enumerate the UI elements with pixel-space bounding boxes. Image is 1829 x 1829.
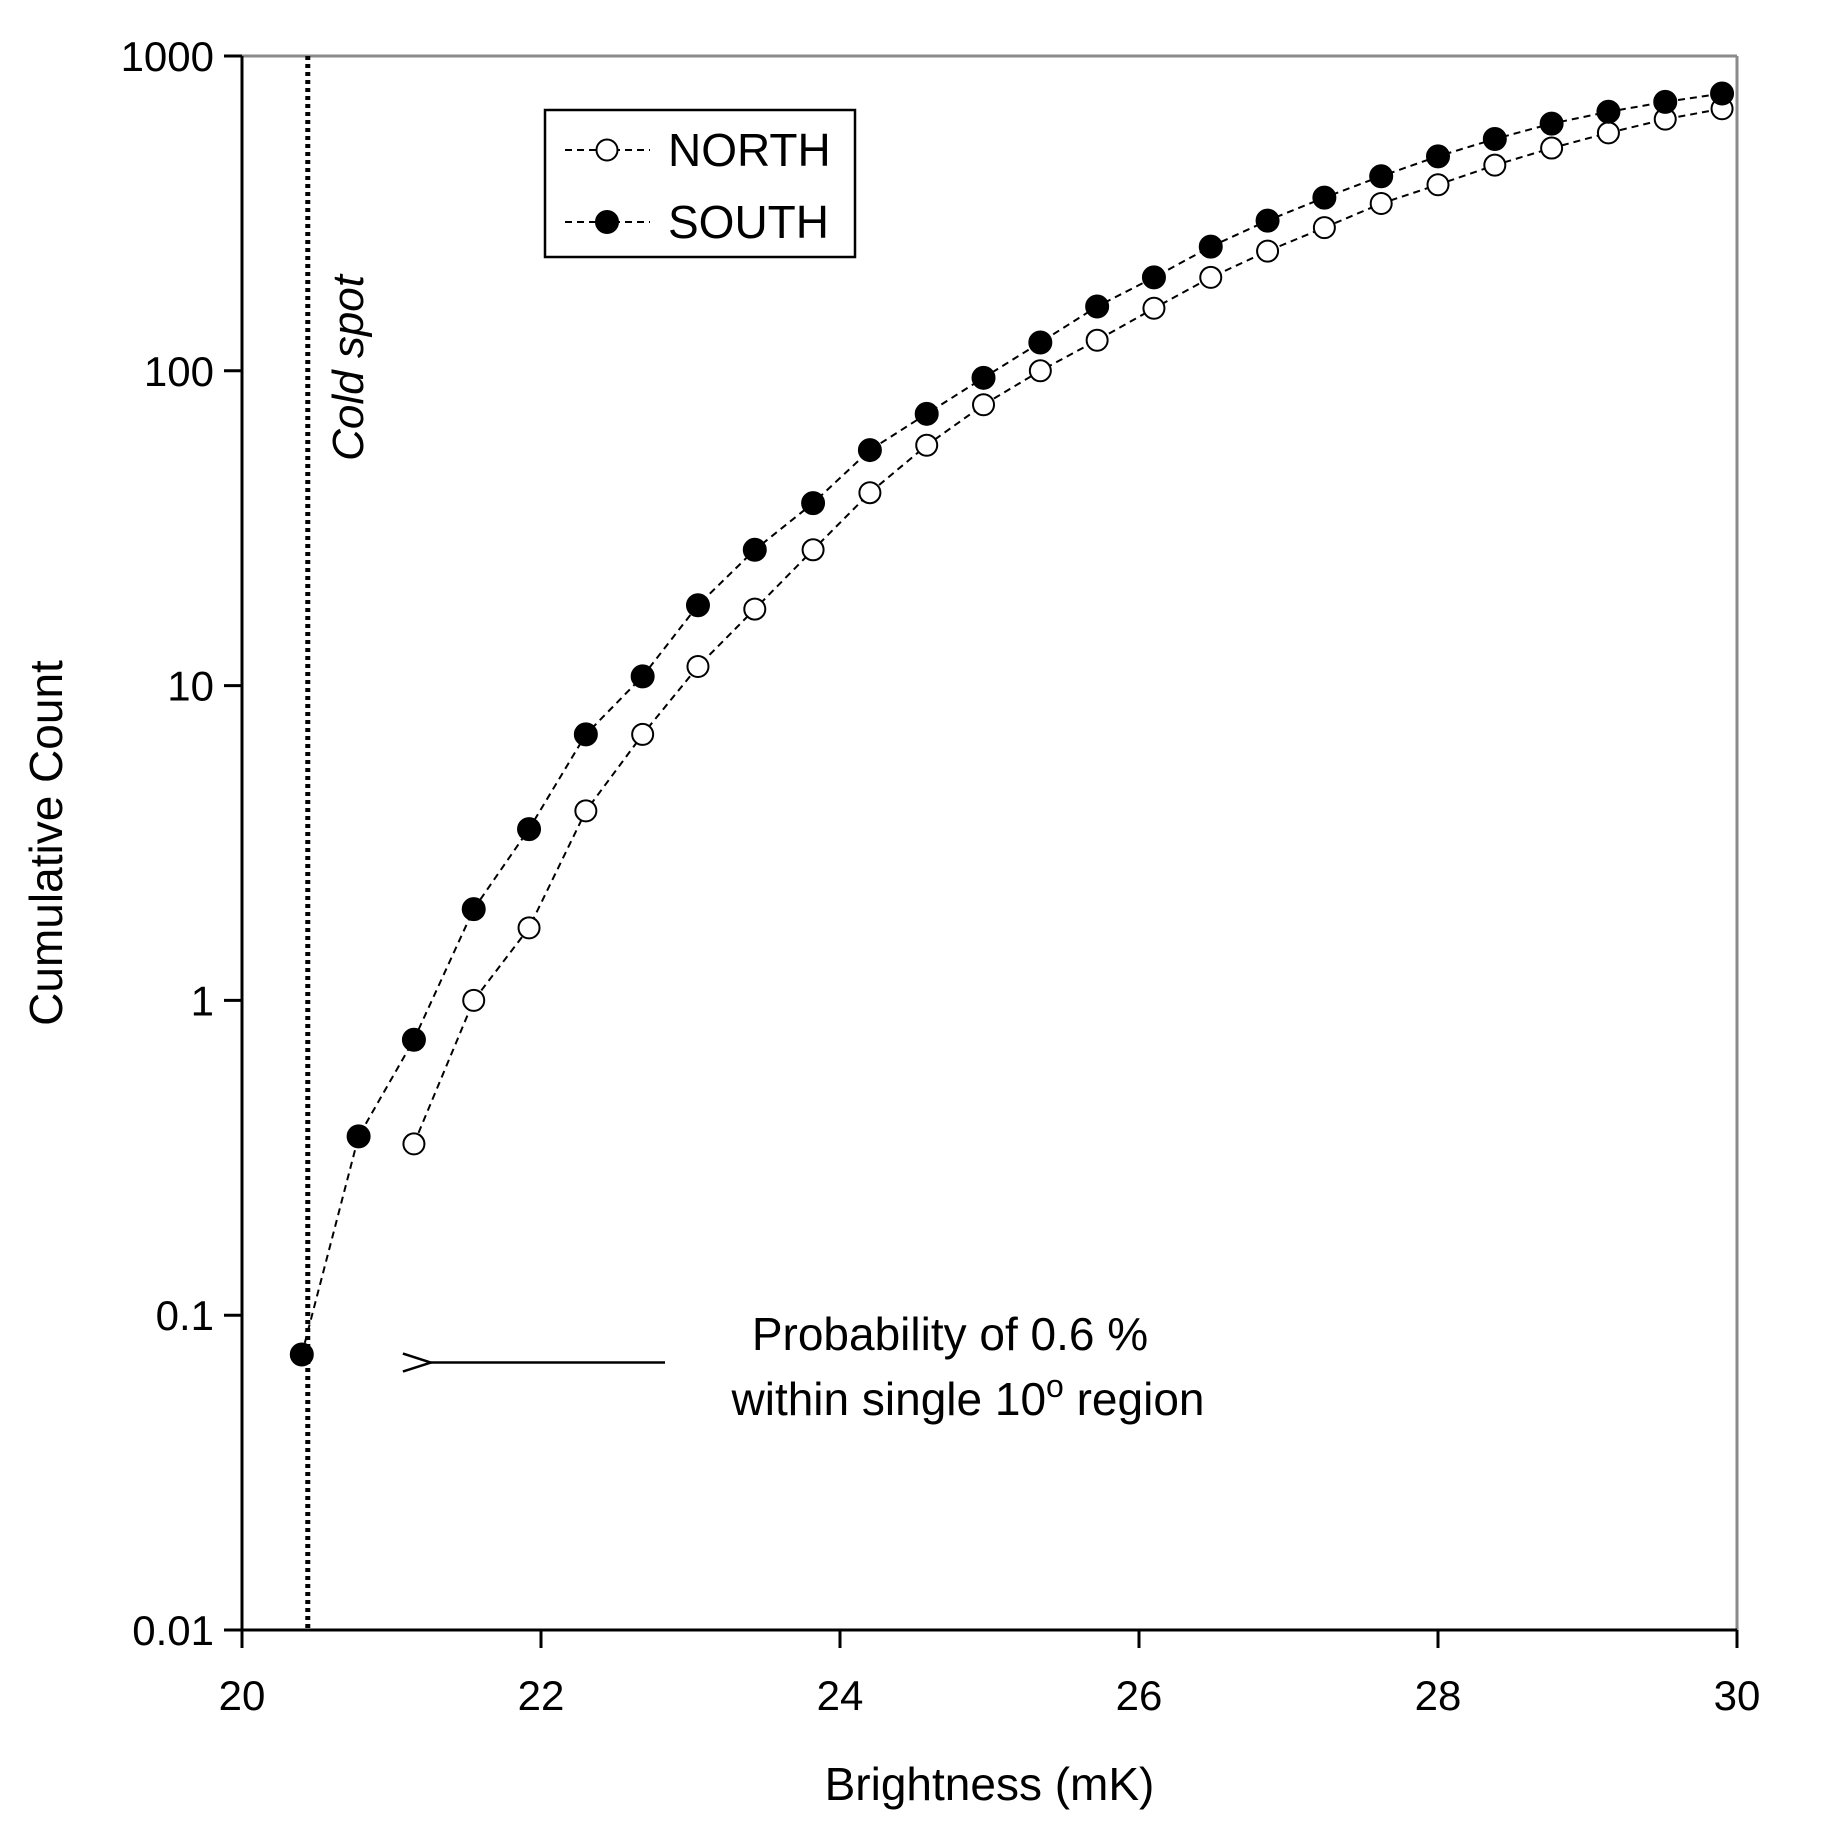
legend-south-marker bbox=[595, 210, 619, 234]
y-tick-label: 0.1 bbox=[156, 1292, 214, 1339]
south-point bbox=[573, 722, 598, 747]
south-series-line bbox=[300, 89, 1738, 1355]
y-tick-label: 1000 bbox=[121, 33, 214, 80]
legend-south-label: SOUTH bbox=[668, 196, 829, 248]
south-point bbox=[517, 817, 542, 842]
north-point bbox=[1483, 153, 1507, 177]
legend-north-label: NORTH bbox=[668, 124, 831, 176]
x-tick-label: 26 bbox=[1116, 1672, 1163, 1719]
legend-north-marker bbox=[595, 138, 619, 162]
y-tick-label: 100 bbox=[144, 348, 214, 395]
legend-box bbox=[543, 108, 857, 259]
north-point bbox=[1426, 173, 1450, 197]
north-point bbox=[1596, 121, 1620, 145]
x-tick-label: 28 bbox=[1415, 1672, 1462, 1719]
annotation-line-1: Probability of 0.6 % bbox=[752, 1308, 1148, 1360]
x-tick-label: 20 bbox=[219, 1672, 266, 1719]
south-point bbox=[914, 401, 939, 426]
y-tick-label: 0.01 bbox=[132, 1607, 214, 1654]
north-point bbox=[1085, 328, 1109, 352]
north-point bbox=[1256, 239, 1280, 263]
y-tick-label: 10 bbox=[167, 663, 214, 710]
south-point bbox=[630, 664, 655, 689]
south-point bbox=[1596, 99, 1621, 124]
south-point bbox=[1539, 111, 1564, 136]
annotation-line-2: within single 10o region bbox=[731, 1368, 1205, 1425]
south-point bbox=[346, 1124, 371, 1149]
south-point bbox=[1426, 144, 1450, 169]
north-point bbox=[1028, 359, 1052, 383]
south-point bbox=[401, 1027, 426, 1052]
annotation: Probability of 0.6 % within single 10o re… bbox=[431, 1308, 1205, 1425]
north-point bbox=[686, 654, 710, 678]
north-point bbox=[1312, 216, 1336, 240]
north-point bbox=[574, 799, 598, 823]
south-point bbox=[1085, 294, 1110, 319]
south-point bbox=[1198, 234, 1223, 259]
south-point bbox=[1255, 208, 1280, 233]
north-point bbox=[1142, 296, 1166, 320]
x-tick-label: 30 bbox=[1714, 1672, 1761, 1719]
south-point bbox=[1312, 185, 1337, 210]
y-tick-label: 1 bbox=[191, 977, 214, 1024]
x-tick-label: 22 bbox=[518, 1672, 565, 1719]
north-point bbox=[1199, 265, 1223, 289]
south-point bbox=[857, 438, 882, 463]
south-point bbox=[289, 1342, 314, 1367]
north-point bbox=[972, 393, 996, 417]
south-point bbox=[1369, 164, 1394, 189]
north-point bbox=[858, 481, 882, 505]
south-point bbox=[1482, 126, 1507, 151]
north-series-line bbox=[412, 103, 1738, 1145]
north-point bbox=[915, 433, 939, 457]
north-point bbox=[1369, 191, 1393, 215]
north-point bbox=[402, 1132, 426, 1156]
north-point bbox=[631, 722, 655, 746]
south-point bbox=[685, 593, 710, 618]
south-point bbox=[742, 537, 767, 562]
south-point bbox=[1710, 81, 1735, 106]
north-point bbox=[743, 597, 767, 621]
south-point bbox=[801, 491, 826, 516]
y-axis-title: Cumulative Count bbox=[20, 660, 72, 1026]
south-point bbox=[1653, 89, 1678, 114]
north-point bbox=[1540, 136, 1564, 160]
south-point bbox=[1141, 265, 1166, 290]
legend: NORTH SOUTH bbox=[543, 108, 857, 259]
plot-layer: 20 22 24 26 28 30 0.01 0.1 1 10 100 1000 Brightness … bbox=[20, 33, 1760, 1810]
north-point bbox=[801, 538, 825, 562]
cold-spot-label: Cold spot bbox=[324, 273, 373, 461]
south-point bbox=[1028, 330, 1053, 355]
south-point bbox=[461, 897, 486, 922]
north-point bbox=[517, 916, 541, 940]
x-tick-label: 24 bbox=[817, 1672, 864, 1719]
south-point bbox=[971, 365, 996, 390]
north-point bbox=[462, 988, 486, 1012]
x-axis-title: Brightness (mK) bbox=[825, 1758, 1155, 1810]
